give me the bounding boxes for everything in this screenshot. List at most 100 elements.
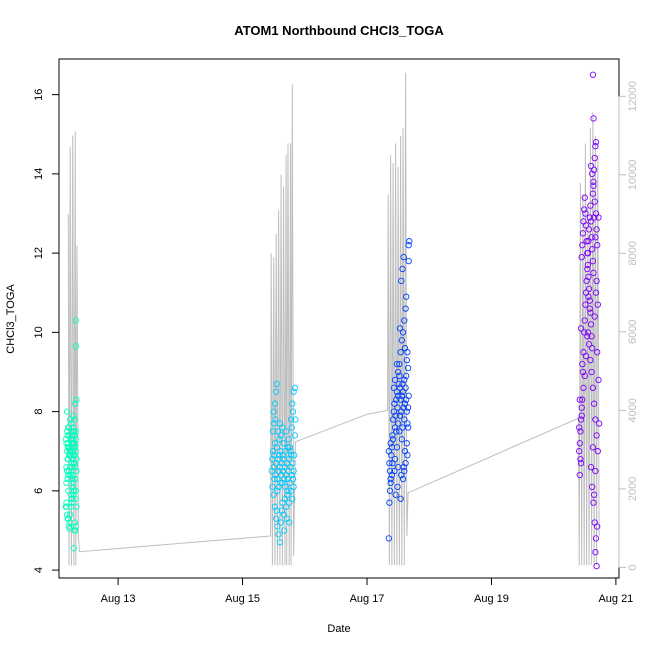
data-point (70, 545, 78, 552)
data-point (595, 420, 603, 427)
data-point (396, 325, 404, 332)
data-point (284, 487, 291, 494)
data-point (67, 491, 74, 498)
data-point (70, 459, 78, 467)
data-point (589, 444, 597, 451)
y-tick-label: 16 (33, 89, 45, 101)
data-point (271, 400, 279, 407)
data-point (389, 432, 396, 439)
data-point (68, 475, 76, 483)
data-point (63, 511, 71, 518)
data-point (588, 368, 595, 376)
data-point (292, 416, 299, 423)
data-point (68, 432, 76, 439)
data-point (72, 448, 79, 455)
data-point (403, 408, 410, 415)
data-point (592, 139, 600, 146)
data-point (589, 384, 597, 391)
data-point (585, 238, 592, 245)
data-point (589, 71, 597, 78)
data-point (386, 459, 393, 467)
y-tick-label: 8 (33, 409, 45, 415)
data-point (591, 198, 598, 205)
data-point (273, 380, 280, 388)
data-point (290, 388, 297, 395)
data-point (386, 487, 394, 494)
data-point (406, 238, 413, 245)
data-point (278, 459, 285, 467)
x-tick-label: Aug 13 (101, 593, 136, 605)
data-point (70, 444, 78, 451)
data-point (63, 408, 71, 415)
data-point (63, 479, 70, 487)
data-point (398, 392, 405, 399)
data-point (397, 349, 404, 356)
data-point (287, 452, 295, 459)
data-point (72, 487, 79, 494)
data-point (281, 475, 288, 483)
data-point (403, 293, 410, 300)
data-point (272, 416, 279, 423)
data-point (70, 471, 77, 479)
data-point (66, 444, 73, 451)
data-point (582, 301, 589, 308)
data-point (396, 412, 404, 419)
data-point (277, 432, 285, 439)
data-point (405, 257, 412, 265)
data-point (392, 412, 399, 419)
data-point (584, 265, 591, 273)
data-point (587, 321, 595, 328)
y2-tick-label: 4000 (627, 398, 639, 422)
data-point (279, 479, 286, 487)
data-point (282, 483, 289, 491)
data-point (68, 495, 76, 502)
y2-tick-label: 12000 (627, 81, 639, 112)
data-point (393, 428, 400, 435)
data-point (593, 432, 600, 439)
data-point (271, 503, 279, 510)
data-point (585, 226, 593, 233)
data-point (70, 412, 77, 419)
data-point (401, 416, 408, 423)
data-point (389, 436, 397, 443)
data-point (398, 277, 405, 285)
data-point (286, 499, 293, 506)
data-point (63, 440, 70, 447)
y2-tick-label: 2000 (627, 477, 639, 501)
data-point (64, 432, 71, 439)
data-point (290, 467, 297, 475)
data-point (282, 503, 290, 510)
data-point (577, 455, 584, 463)
data-point (403, 440, 410, 447)
data-point (286, 455, 293, 463)
data-point (590, 115, 597, 122)
data-point (589, 483, 596, 491)
data-point (273, 444, 280, 451)
points-layer (62, 71, 603, 570)
data-point (72, 475, 79, 483)
data-point (287, 416, 295, 423)
data-point (286, 444, 293, 451)
data-point (576, 396, 583, 403)
data-point (390, 408, 397, 415)
data-point (71, 440, 78, 447)
data-point (577, 416, 585, 423)
y2-tick-label: 8000 (627, 241, 639, 265)
data-point (284, 491, 291, 498)
data-point (270, 491, 277, 498)
data-point (73, 467, 80, 475)
data-point (590, 491, 598, 498)
data-point (396, 428, 403, 435)
data-point (386, 499, 393, 506)
data-point (68, 459, 75, 467)
data-point (275, 531, 282, 538)
data-point (393, 388, 401, 395)
data-point (73, 503, 80, 510)
data-point (68, 471, 75, 479)
y2-tick-label: 10000 (627, 160, 639, 191)
data-point (401, 448, 409, 455)
data-point (586, 214, 593, 221)
data-point (589, 190, 597, 197)
data-point (590, 400, 598, 407)
